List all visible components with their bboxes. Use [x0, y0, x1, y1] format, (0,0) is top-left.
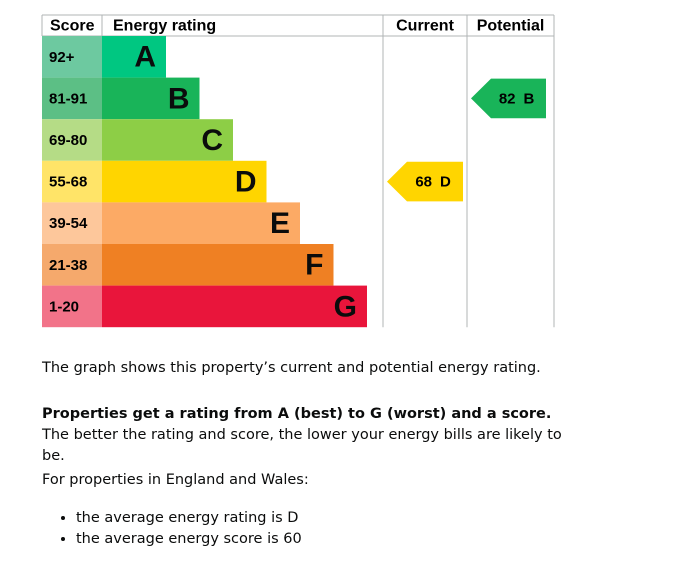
- score-cell: [42, 36, 102, 78]
- bold-text: Properties get a rating from A (best) to…: [42, 406, 552, 422]
- rating-arrow: [471, 78, 546, 119]
- score-cell: [42, 119, 102, 161]
- list-item: the average energy rating is D: [76, 508, 302, 529]
- arrow-score: 82: [499, 90, 516, 107]
- rating-bar: [102, 36, 166, 78]
- column-header: Score: [50, 18, 95, 35]
- average-list: the average energy rating is D the avera…: [42, 508, 302, 550]
- column-header: Energy rating: [113, 18, 216, 35]
- score-cell: [42, 202, 102, 244]
- body-text: The better the rating and score, the low…: [42, 427, 562, 464]
- arrow-rating: B: [524, 90, 535, 107]
- average-intro: For properties in England and Wales:: [42, 472, 309, 488]
- score-label: 39-54: [49, 215, 88, 232]
- intro-text: The graph shows this property’s current …: [42, 360, 541, 376]
- score-cell: [42, 160, 102, 203]
- score-cell: [42, 285, 102, 328]
- rating-letter: B: [168, 82, 190, 115]
- rating-bar: [102, 244, 334, 286]
- rating-letter: C: [201, 124, 223, 157]
- score-label: 69-80: [49, 132, 87, 149]
- score-cell: [42, 77, 102, 120]
- column-header: Current: [396, 18, 454, 35]
- rating-bar: [102, 77, 200, 120]
- energy-chart: Score Energy rating Current Potential 92+ A 81…: [41, 14, 555, 328]
- rating-text: Properties get a rating from A (best) to…: [42, 404, 562, 467]
- rating-letter: E: [270, 207, 290, 240]
- arrow-score: 68: [415, 174, 432, 191]
- rating-bar: [102, 119, 233, 161]
- rating-bar: [102, 202, 300, 244]
- rating-letter: G: [334, 290, 357, 323]
- rating-letter: D: [235, 166, 257, 199]
- score-label: 21-38: [49, 257, 87, 274]
- score-cell: [42, 244, 102, 286]
- score-label: 55-68: [49, 174, 87, 191]
- arrow-rating: D: [440, 174, 451, 191]
- score-label: 81-91: [49, 90, 87, 107]
- rating-bar: [102, 285, 367, 328]
- rating-letter: A: [134, 41, 156, 74]
- list-item: the average energy score is 60: [76, 529, 302, 550]
- rating-arrow: [387, 161, 463, 202]
- score-label: 92+: [49, 49, 75, 66]
- rating-bar: [102, 160, 267, 203]
- column-header: Potential: [477, 18, 545, 35]
- rating-letter: F: [305, 249, 323, 282]
- score-label: 1-20: [49, 298, 79, 315]
